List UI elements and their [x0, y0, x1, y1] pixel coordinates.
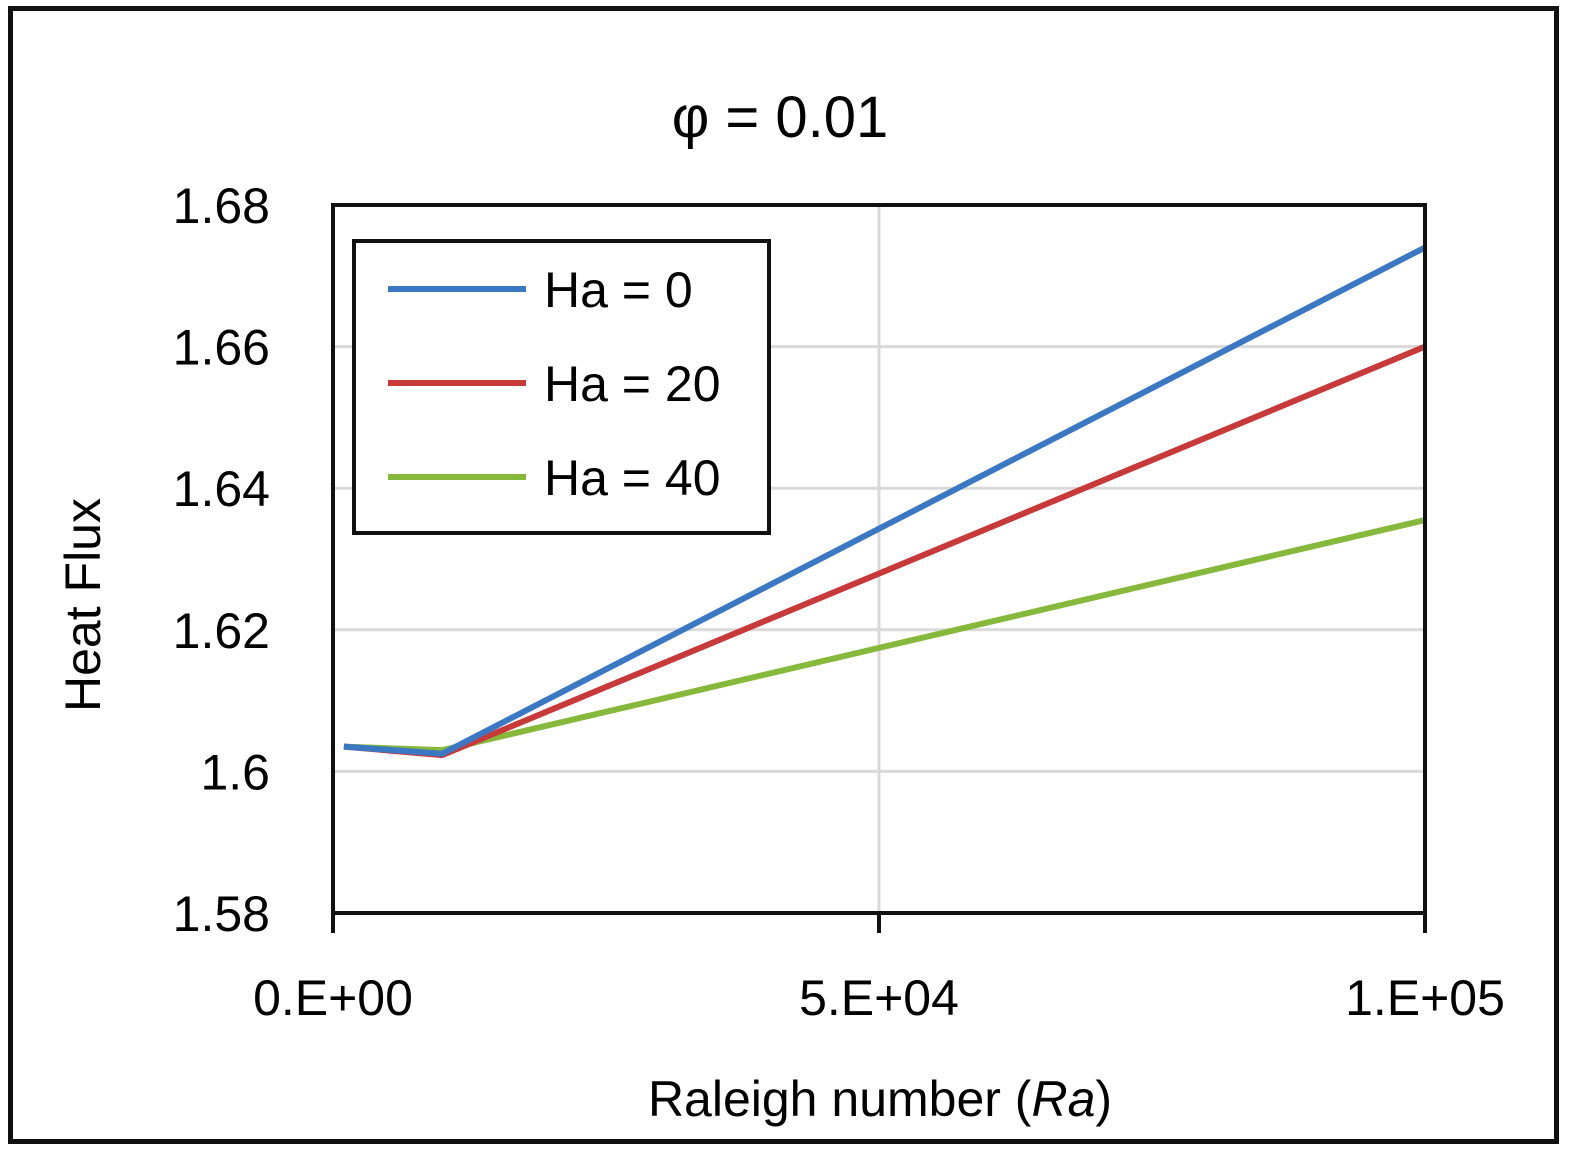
series-layer	[343, 244, 1427, 759]
series-line-ha0	[343, 244, 1427, 757]
x-axis-title-suffix: )	[1095, 1071, 1112, 1127]
x-tick-label: 5.E+04	[799, 970, 959, 1026]
y-tick-label: 1.58	[173, 886, 270, 942]
legend-label: Ha = 20	[544, 356, 721, 412]
x-tick-label: 0.E+00	[253, 970, 413, 1026]
tick-labels: 0.E+00 5.E+04 1.E+05 1.58 1.6 1.62 1.64 1.66 1.6…	[173, 178, 1505, 1026]
legend-label: Ha = 0	[544, 262, 693, 318]
x-axis-title: Raleigh number (Ra)	[648, 1071, 1112, 1127]
x-axis-title-italic: Ra	[1031, 1071, 1095, 1127]
legend-label: Ha = 40	[544, 450, 721, 506]
y-tick-label: 1.64	[173, 461, 270, 517]
figure-frame	[8, 6, 1559, 1144]
series-line-ha40	[343, 517, 1426, 754]
y-axis-title: Heat Flux	[55, 498, 111, 712]
ticks	[331, 913, 1427, 933]
y-tick-label: 1.6	[200, 744, 270, 800]
y-tick-label: 1.66	[173, 320, 270, 376]
y-tick-label: 1.68	[173, 178, 270, 234]
chart-title: φ = 0.01	[672, 85, 889, 150]
y-tick-label: 1.62	[173, 603, 270, 659]
x-tick-label: 1.E+05	[1345, 970, 1505, 1026]
x-axis-title-prefix: Raleigh number (	[648, 1071, 1032, 1127]
legend: Ha = 0 Ha = 20 Ha = 40	[352, 239, 771, 535]
